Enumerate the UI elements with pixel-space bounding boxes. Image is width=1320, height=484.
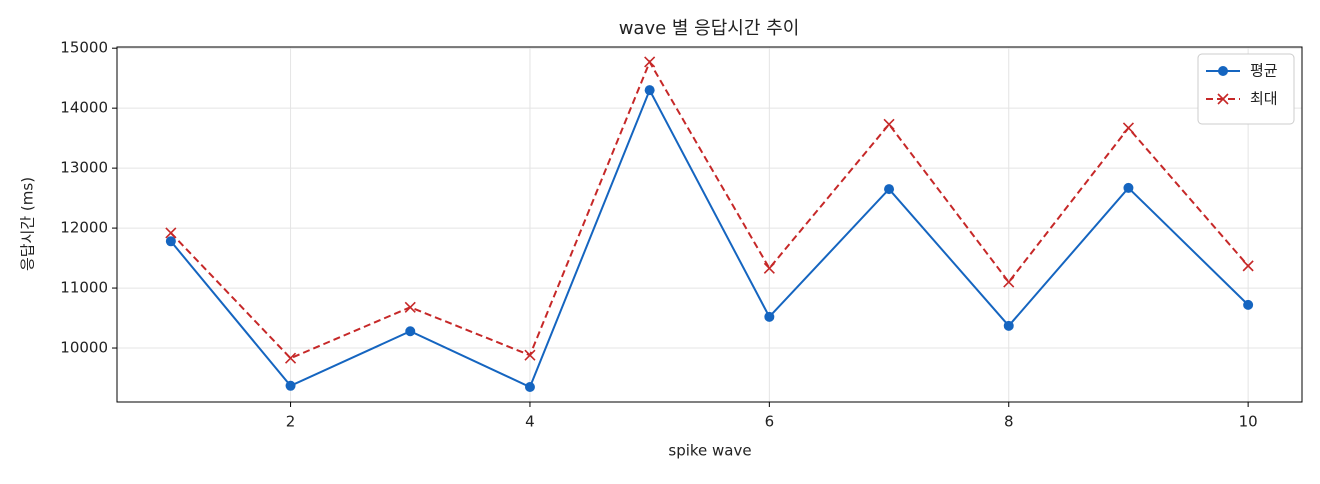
x-tick-label: 6 [765, 413, 775, 431]
y-tick-label: 14000 [60, 99, 108, 117]
legend-marker [1217, 93, 1229, 105]
point [764, 311, 775, 322]
point [165, 227, 177, 239]
point [1122, 122, 1135, 134]
y-tick-label: 11000 [60, 279, 108, 297]
point [1003, 320, 1014, 331]
plot-frame [116, 46, 1303, 403]
y-tick-label: 15000 [60, 39, 108, 57]
chart-title: wave 별 응답시간 추이 [619, 18, 800, 39]
x-tick-label: 2 [286, 413, 296, 431]
point [165, 236, 176, 247]
point [404, 301, 416, 313]
legend-label: 평균 [1250, 62, 1278, 80]
series-line [170, 59, 1249, 360]
x-tick-label: 10 [1239, 413, 1258, 431]
point [884, 184, 895, 195]
series-line [170, 87, 1249, 389]
y-tick-label: 12000 [60, 219, 108, 237]
x-axis-label: spike wave [668, 442, 751, 460]
x-tick-label: 8 [1004, 413, 1014, 431]
point [763, 262, 775, 274]
point [644, 85, 655, 96]
point [1123, 182, 1134, 193]
point [405, 326, 416, 337]
point [285, 380, 296, 391]
x-tick-label: 4 [525, 413, 535, 431]
y-tick-label: 13000 [60, 159, 108, 177]
point [883, 118, 895, 130]
point [524, 382, 535, 393]
point [1003, 276, 1015, 288]
point [284, 352, 297, 364]
legend-marker [1218, 66, 1228, 76]
y-tick-label: 10000 [60, 339, 108, 357]
y-axis-label: 응답시간 (ms) [19, 177, 37, 271]
point [524, 349, 536, 361]
point [1242, 260, 1254, 272]
legend-box [1197, 53, 1295, 125]
point [1243, 299, 1254, 310]
legend-label: 최대 [1250, 90, 1278, 108]
point [644, 56, 656, 68]
